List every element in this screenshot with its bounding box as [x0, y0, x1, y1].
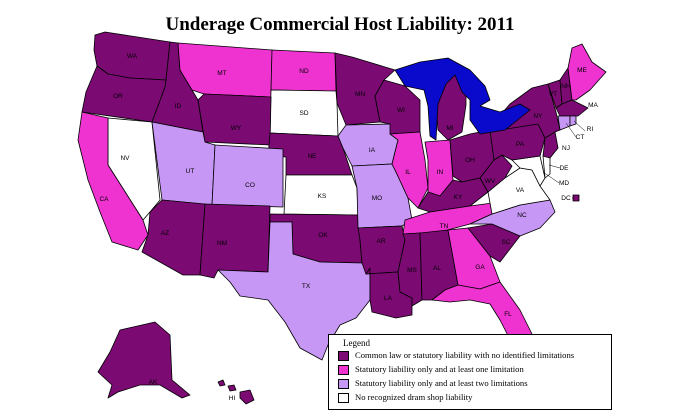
state-ar[interactable]	[357, 225, 406, 275]
label-ia: IA	[369, 147, 376, 154]
label-ak: AK	[149, 379, 158, 386]
legend-title: Legend	[343, 338, 370, 348]
label-nj: NJ	[562, 145, 570, 152]
state-hi[interactable]	[217, 379, 255, 405]
label-mn: MN	[355, 91, 365, 98]
state-nm[interactable]	[199, 203, 271, 279]
state-co[interactable]	[211, 144, 284, 208]
legend-swatch	[338, 379, 349, 390]
label-il: IL	[405, 169, 411, 176]
state-ri[interactable]	[569, 115, 577, 127]
state-me[interactable]	[567, 43, 607, 101]
label-ri: RI	[587, 126, 594, 133]
label-de: DE	[559, 165, 569, 172]
label-or: OR	[113, 93, 123, 100]
label-la: LA	[384, 295, 393, 302]
legend-item-none: No recognized dram shop liability	[338, 392, 473, 404]
label-ms: MS	[407, 267, 417, 274]
label-me: ME	[577, 67, 587, 74]
label-oh: OH	[465, 157, 475, 164]
state-ca[interactable]	[77, 111, 149, 251]
legend: Legend Common law or statutory liability…	[328, 334, 612, 410]
label-mi: MI	[446, 125, 453, 132]
state-ct[interactable]	[557, 115, 571, 131]
label-ny: NY	[533, 113, 543, 120]
state-sc[interactable]	[467, 223, 521, 263]
label-pa: PA	[516, 141, 525, 148]
legend-item-common-law: Common law or statutory liability with n…	[338, 350, 575, 362]
label-wv: WV	[485, 178, 496, 185]
state-ak[interactable]	[97, 321, 191, 399]
label-ky: KY	[454, 194, 463, 201]
label-id: ID	[175, 103, 182, 110]
state-il[interactable]	[389, 131, 429, 209]
label-mo: MO	[372, 195, 382, 202]
label-md: MD	[559, 180, 569, 187]
great-lakes	[394, 57, 531, 141]
label-tn: TN	[440, 223, 449, 230]
legend-swatch	[338, 393, 349, 404]
label-tx: TX	[302, 283, 311, 290]
label-ca: CA	[99, 196, 109, 203]
label-wy: WY	[231, 125, 242, 132]
label-sc: SC	[501, 239, 510, 246]
label-al: AL	[433, 265, 441, 272]
legend-label: Statutory liability only and at least tw…	[355, 378, 528, 388]
label-nv: NV	[120, 155, 130, 162]
label-nm: NM	[217, 240, 227, 247]
label-ga: GA	[475, 264, 485, 271]
label-nh: NH	[561, 83, 571, 90]
label-nd: ND	[299, 68, 309, 75]
label-wi: WI	[397, 107, 405, 114]
legend-label: No recognized dram shop liability	[355, 392, 473, 402]
legend-swatch	[338, 365, 349, 376]
label-ne: NE	[307, 153, 317, 160]
legend-label: Common law or statutory liability with n…	[355, 350, 575, 360]
label-ma: MA	[588, 102, 598, 109]
label-sd: SD	[299, 110, 308, 117]
label-ut: UT	[186, 168, 195, 175]
label-nc: NC	[517, 212, 527, 219]
legend-label: Statutory liability only and at least on…	[355, 364, 524, 374]
label-az: AZ	[161, 230, 169, 237]
state-wy[interactable]	[197, 93, 272, 146]
label-ks: KS	[318, 193, 327, 200]
legend-item-one-limitation: Statutory liability only and at least on…	[338, 364, 524, 376]
label-wa: WA	[127, 53, 138, 60]
label-hi: HI	[229, 395, 236, 402]
state-az[interactable]	[141, 199, 206, 276]
label-fl: FL	[504, 311, 512, 318]
label-co: CO	[245, 182, 255, 189]
label-ok: OK	[318, 232, 328, 239]
legend-item-two-limitations: Statutory liability only and at least tw…	[338, 378, 528, 390]
label-dc: DC	[561, 195, 571, 202]
map-title: Underage Commercial Host Liability: 2011	[165, 14, 515, 35]
label-ct: CT	[576, 134, 585, 141]
label-mt: MT	[217, 70, 226, 77]
label-va: VA	[516, 187, 525, 194]
label-ar: AR	[376, 238, 385, 245]
legend-swatch	[338, 351, 349, 362]
label-vt: VT	[549, 91, 557, 98]
label-in: IN	[437, 169, 444, 176]
